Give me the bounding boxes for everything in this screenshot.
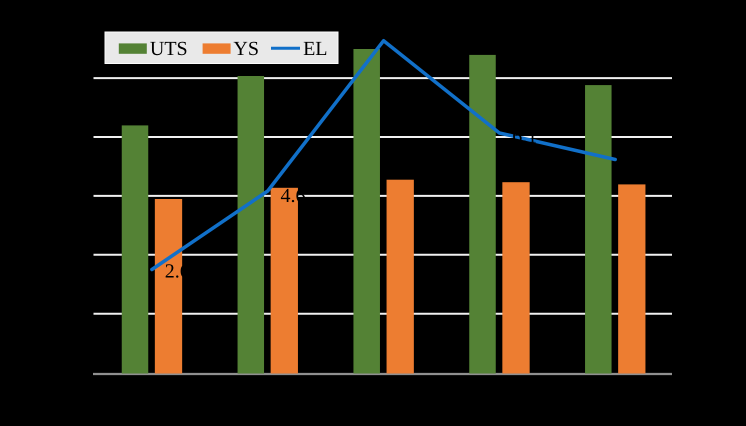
svg-text:6.1: 6.1 bbox=[512, 126, 537, 148]
svg-text:2.6: 2.6 bbox=[165, 261, 190, 283]
svg-text:8.5: 8.5 bbox=[397, 34, 422, 56]
svg-text:UTS: UTS bbox=[150, 38, 188, 60]
svg-text:4.6: 4.6 bbox=[281, 185, 306, 207]
svg-text:EL: EL bbox=[303, 38, 327, 60]
svg-text:YS: YS bbox=[233, 38, 259, 60]
svg-text:5.4: 5.4 bbox=[628, 152, 653, 174]
